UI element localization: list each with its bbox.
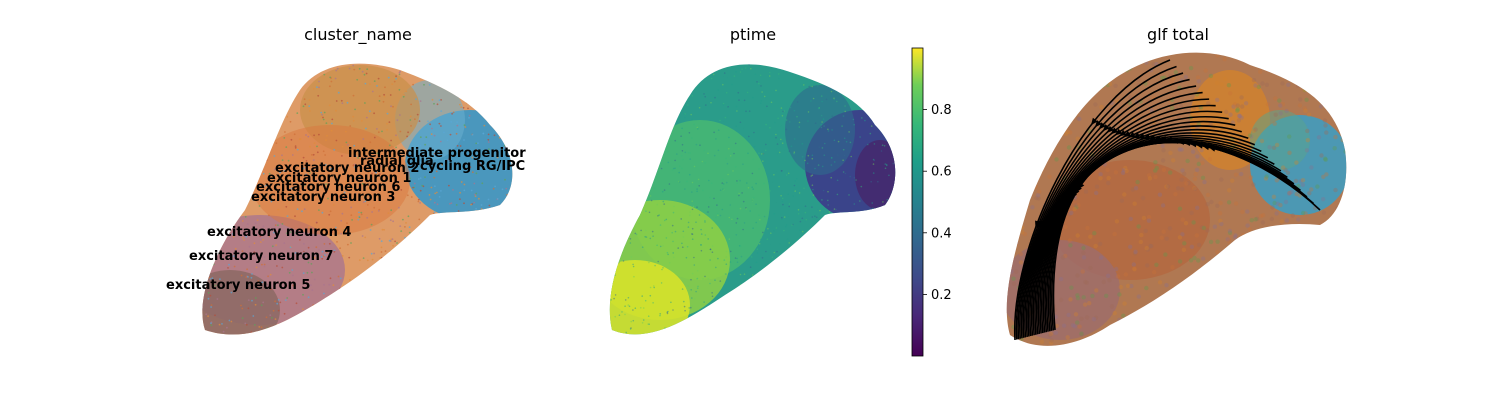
panel-title-glf-total: glf total [1147, 25, 1209, 44]
streamline-arrow [1094, 120, 1102, 128]
streamline [1029, 116, 1229, 337]
panel-ptime: ptime 0.2 0.4 0.6 0.8 [609, 25, 952, 357]
colorbar-gradient [911, 47, 924, 357]
label-excitatory-neuron-2: excitatory neuron 2 [275, 161, 419, 176]
panel-glf-total: glf total [1006, 25, 1347, 346]
label-cycling-rg-ipc: cycling RG/IPC [420, 159, 525, 174]
streamline [1020, 85, 1197, 339]
streamline-arrow [1090, 117, 1098, 126]
label-excitatory-neuron-6: excitatory neuron 6 [256, 180, 400, 195]
streamline-arrow [1137, 133, 1146, 139]
streamline [1014, 59, 1171, 341]
streamline-arrow [1208, 145, 1216, 152]
streamline-arrow [1102, 124, 1110, 132]
streamline [1052, 141, 1321, 331]
streamline [1030, 120, 1236, 336]
label-excitatory-neuron-3: excitatory neuron 3 [251, 190, 395, 205]
streamline [1025, 104, 1216, 338]
streamline [1019, 78, 1190, 339]
colorbar-tick-label: 0.2 [931, 288, 952, 303]
colorbar-tick-label: 0.6 [931, 165, 952, 180]
streamline-arrow [1119, 129, 1127, 137]
label-intermediate-progenitor: intermediate progenitor [348, 146, 526, 161]
colorbar: 0.2 0.4 0.6 0.8 [911, 47, 952, 357]
panel-cluster-name: cluster_name intermediate progenitor rad… [166, 25, 526, 335]
streamline-arrow [1142, 133, 1151, 140]
colorbar-tick-label: 0.8 [931, 103, 952, 118]
velocity-streamlines [1014, 59, 1321, 341]
streamline-arrow [1114, 128, 1123, 136]
streamline-arrow [1123, 130, 1131, 138]
label-radial-glia: radial glia [360, 154, 434, 169]
label-excitatory-neuron-5: excitatory neuron 5 [166, 278, 310, 293]
streamline-arrow [1128, 131, 1136, 138]
streamline [1015, 65, 1177, 340]
streamline [1017, 72, 1184, 340]
panel-title-cluster-name: cluster_name [304, 25, 412, 45]
streamline-arrow [1106, 125, 1114, 133]
streamline-arrow [1110, 127, 1118, 135]
panel-title-ptime: ptime [730, 25, 776, 44]
streamline [1024, 98, 1210, 338]
streamline [1027, 110, 1223, 337]
colorbar-tick-label: 0.4 [931, 226, 952, 241]
label-excitatory-neuron-4: excitatory neuron 4 [207, 225, 351, 240]
streamline-arrow [1077, 182, 1085, 190]
streamline-arrow [1098, 122, 1106, 130]
streamline [1022, 91, 1203, 338]
ptime-scatter [609, 64, 896, 335]
streamline-arrow [1132, 132, 1141, 139]
cluster-labels: intermediate progenitor radial glia cycl… [166, 146, 526, 293]
streamline [1032, 125, 1242, 336]
label-excitatory-neuron-7: excitatory neuron 7 [189, 249, 333, 264]
label-excitatory-neuron-1: excitatory neuron 1 [267, 171, 411, 186]
colorbar-ticks: 0.2 0.4 0.6 0.8 [923, 103, 952, 303]
